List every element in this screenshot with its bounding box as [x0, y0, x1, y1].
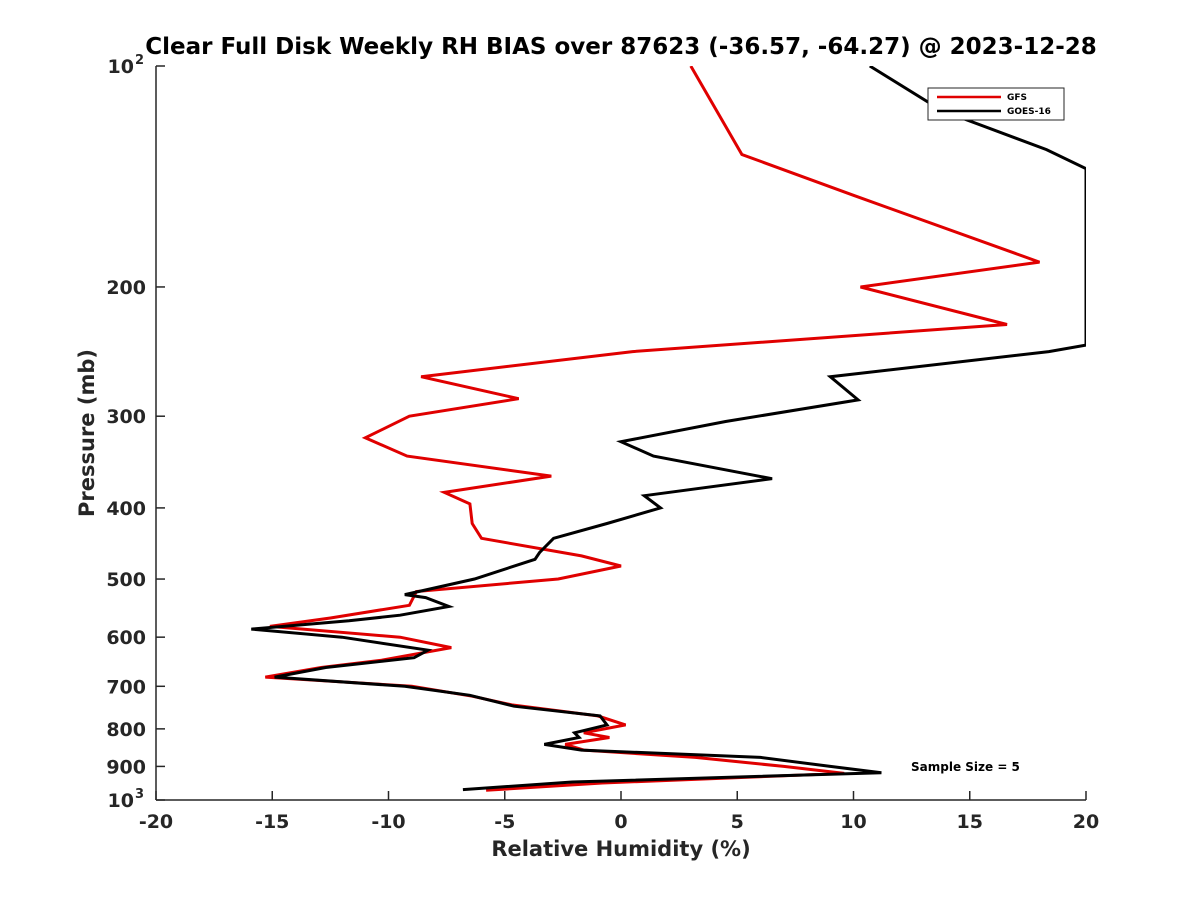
x-tick-label: 0: [614, 811, 627, 833]
x-tick-label: -20: [139, 811, 173, 833]
x-tick-label: -5: [494, 811, 515, 833]
x-axis-ticks: -20 -15 -10 -5 0 5 10 15 20: [139, 791, 1099, 833]
legend-label-gfs: GFS: [1007, 93, 1027, 103]
sample-size-annotation: Sample Size = 5: [911, 760, 1020, 774]
y-axis-label: Pressure (mb): [75, 349, 99, 517]
x-tick-label: 5: [731, 811, 744, 833]
y-tick-exponent: 2: [135, 53, 144, 68]
series-line-gfs: [265, 66, 1041, 792]
x-tick-label: -10: [371, 811, 405, 833]
plot-area: [155, 66, 1086, 801]
x-tick-label: 15: [957, 811, 983, 833]
y-tick-label: 600: [106, 627, 146, 649]
y-tick-label: 400: [106, 498, 146, 520]
x-tick-label: 20: [1073, 811, 1099, 833]
y-tick-label: 200: [106, 277, 146, 299]
y-tick-label: 800: [106, 719, 146, 741]
y-tick-label: 300: [106, 406, 146, 428]
y-tick-label: 10: [108, 56, 134, 78]
legend: GFS GOES-16: [927, 87, 1065, 121]
legend-box: [927, 87, 1065, 121]
y-tick-label: 10: [108, 790, 134, 812]
x-tick-label: -15: [255, 811, 289, 833]
y-tick-exponent: 3: [135, 787, 144, 802]
chart-title: Clear Full Disk Weekly RH BIAS over 8762…: [145, 34, 1097, 60]
x-tick-label: 10: [840, 811, 866, 833]
x-axis-label: Relative Humidity (%): [491, 837, 750, 861]
series-line-goes-16: [251, 66, 1086, 792]
series-layer: [251, 66, 1086, 792]
y-tick-label: 500: [106, 569, 146, 591]
y-tick-label: 700: [106, 676, 146, 698]
y-tick-label: 900: [106, 756, 146, 778]
legend-label-goes-16: GOES-16: [1007, 107, 1051, 117]
